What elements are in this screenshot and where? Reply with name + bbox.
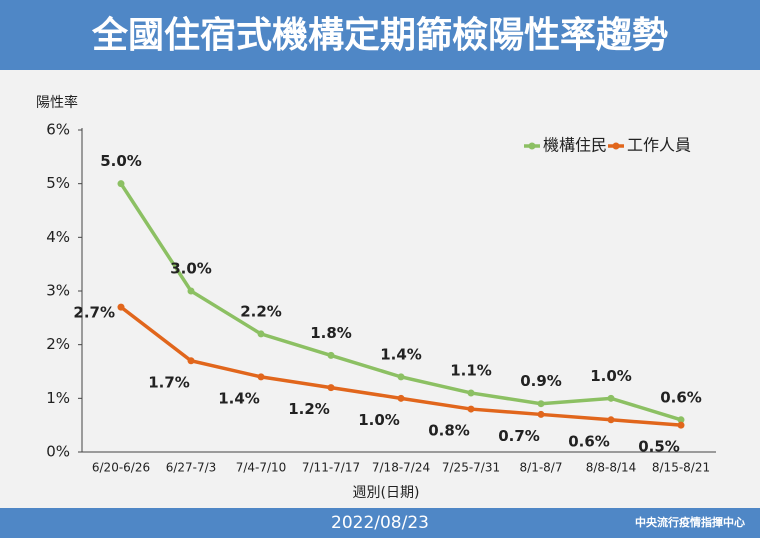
y-tick-label: 3% xyxy=(46,282,70,300)
value-label: 1.8% xyxy=(310,324,352,342)
x-tick-label: 8/1-8/7 xyxy=(520,461,563,475)
value-label: 3.0% xyxy=(170,260,212,278)
x-tick-label: 7/11-7/17 xyxy=(302,461,360,475)
y-tick-label: 4% xyxy=(46,228,70,246)
value-label: 2.2% xyxy=(240,302,282,320)
legend-marker xyxy=(612,142,620,150)
value-label: 1.4% xyxy=(380,345,422,363)
x-tick-label: 7/4-7/10 xyxy=(236,461,287,475)
value-label: 1.7% xyxy=(148,373,190,391)
source: 中央流行疫情指揮中心 xyxy=(635,515,745,529)
y-tick-label: 1% xyxy=(46,389,70,407)
x-tick-label: 8/15-8/21 xyxy=(652,461,710,475)
point xyxy=(187,287,195,295)
date: 2022/08/23 xyxy=(331,513,429,533)
value-label: 1.0% xyxy=(590,367,632,385)
point xyxy=(327,384,335,392)
point xyxy=(117,303,125,311)
x-tick-label: 6/20-6/26 xyxy=(92,461,150,475)
header-band xyxy=(0,0,760,70)
value-label: 0.7% xyxy=(498,427,540,445)
value-label: 1.2% xyxy=(288,400,330,418)
legend-label: 機構住民 xyxy=(543,136,607,155)
point xyxy=(467,389,475,397)
x-tick-label: 6/27-7/3 xyxy=(166,461,217,475)
legend-marker xyxy=(528,142,536,150)
point xyxy=(677,416,685,424)
legend-label: 工作人員 xyxy=(627,136,691,155)
point xyxy=(607,416,615,424)
value-label: 0.8% xyxy=(428,422,470,440)
value-label: 1.4% xyxy=(218,389,260,407)
y-tick-label: 5% xyxy=(46,174,70,192)
point xyxy=(257,330,265,338)
x-axis-title: 週別(日期) xyxy=(353,485,420,501)
y-axis-title: 陽性率 xyxy=(36,94,78,111)
point xyxy=(607,394,615,402)
value-label: 1.0% xyxy=(358,411,400,429)
point xyxy=(537,410,545,418)
value-label: 0.5% xyxy=(638,438,680,456)
point xyxy=(677,421,685,429)
point xyxy=(257,373,265,381)
point xyxy=(187,357,195,365)
y-tick-label: 6% xyxy=(46,121,70,139)
point xyxy=(537,400,545,408)
x-tick-label: 8/8-8/14 xyxy=(586,461,637,475)
point xyxy=(397,394,405,402)
point xyxy=(327,351,335,359)
x-tick-label: 7/25-7/31 xyxy=(442,461,500,475)
chart-title: 全國住宿式機構定期篩檢陽性率趨勢 xyxy=(91,14,668,56)
point xyxy=(117,180,125,188)
value-label: 5.0% xyxy=(100,152,142,170)
value-label: 1.1% xyxy=(450,361,492,379)
y-tick-label: 2% xyxy=(46,335,70,353)
value-label: 0.6% xyxy=(660,388,702,406)
point xyxy=(467,405,475,413)
footer-band xyxy=(0,508,760,538)
value-label: 0.6% xyxy=(568,432,610,450)
value-label: 0.9% xyxy=(520,372,562,390)
x-tick-label: 7/18-7/24 xyxy=(372,461,430,475)
value-label: 2.7% xyxy=(73,304,115,322)
y-tick-label: 0% xyxy=(46,443,70,461)
point xyxy=(397,373,405,381)
